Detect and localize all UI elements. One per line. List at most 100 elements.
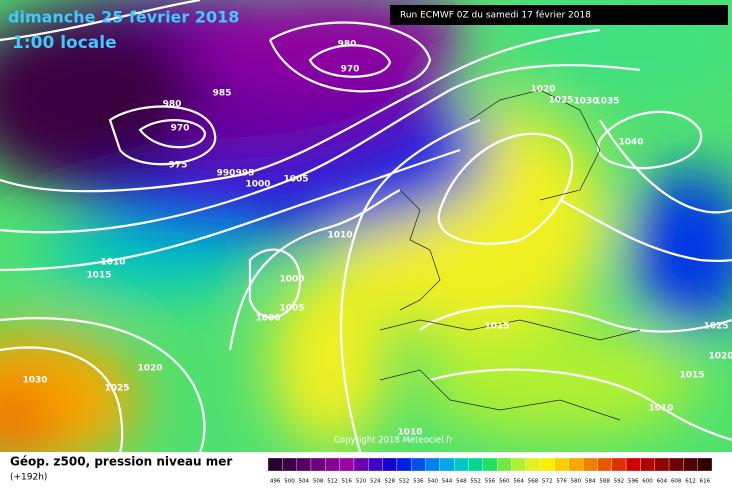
scale-swatch [582,457,598,472]
scale-label: 508 [313,479,324,485]
scale-label: 580 [571,479,582,485]
scale-swatch [625,457,641,472]
coastlines [379,89,641,421]
map-field [0,0,732,452]
scale-swatch [425,457,441,472]
scale-label: 572 [542,479,553,485]
isobar-label: 970 [341,65,360,75]
scale-swatch [296,457,312,472]
scale-swatch [525,457,541,472]
scale-swatch [497,457,512,472]
run-label: Run ECMWF 0Z du samedi 17 février 2018 [400,10,591,21]
isobar-label: 1005 [279,304,304,314]
isobar-label: 1015 [679,371,704,381]
scale-swatch [554,457,569,472]
scale-swatch [482,457,498,472]
scale-swatch [683,457,698,472]
scale-label: 612 [685,479,696,485]
scale-label: 512 [327,479,338,485]
isobar-label: 1025 [703,322,728,332]
time-label: 1:00 locale [12,33,117,53]
scale-swatch [282,457,297,472]
isobar-label: 1035 [594,97,619,107]
scale-swatch [339,457,355,472]
scale-label: 592 [614,479,625,485]
isobar-label: 1040 [618,138,643,148]
isobar-label: 970 [171,124,190,134]
isobar-label: 1010 [397,428,422,438]
scale-label: 564 [513,479,524,485]
scale-swatch [267,457,283,472]
scale-label: 616 [700,479,711,485]
isobar-label: 1005 [283,175,308,185]
scale-label: 584 [585,479,596,485]
isobar-label: 1010 [327,231,352,241]
scale-label: 540 [427,479,438,485]
scale-swatch [611,457,627,472]
scale-label: 576 [556,479,567,485]
scale-label: 536 [413,479,424,485]
scale-label: 528 [384,479,395,485]
scale-swatch [668,457,684,472]
scale-label: 588 [599,479,610,485]
scale-swatch [597,457,612,472]
scale-label: 596 [628,479,639,485]
scale-swatch [325,457,340,472]
scale-label: 568 [528,479,539,485]
scale-label: 532 [399,479,410,485]
isobar-label: 1030 [22,376,47,386]
scale-label: 560 [499,479,510,485]
isobar-label: 1010 [100,258,125,268]
isobar-label: 1020 [530,85,555,95]
scale-label: 544 [442,479,453,485]
scale-label: 520 [356,479,367,485]
scale-swatch [654,457,670,472]
copyright: Copyright 2018 Meteociel.fr [334,436,453,446]
isobar-label: 1015 [484,322,509,332]
run-box [390,5,728,25]
isobar-label: 1020 [708,352,732,362]
scale-swatch [382,457,398,472]
isobar-label: 975 [169,161,188,171]
scale-swatch [454,457,469,472]
scale-label: 556 [485,479,496,485]
scale-swatch [640,457,655,472]
scale-label: 604 [657,479,668,485]
footer-title: Géop. z500, pression niveau mer [10,455,232,469]
isobar-label: 1025 [548,96,573,106]
scale-swatch [568,457,584,472]
isobar-label: 1000 [255,314,280,324]
scale-label: 504 [299,479,310,485]
isobar-label: 1020 [137,364,162,374]
isobar-label: 990 [217,169,236,179]
isobar-label: 995 [236,169,255,179]
scale-swatch [310,457,326,472]
scale-swatch [439,457,455,472]
isobar-label: 1000 [279,275,304,285]
scale-label: 500 [284,479,295,485]
isobar-label: 1000 [245,180,270,190]
scale-label: 608 [671,479,682,485]
scale-label: 548 [456,479,467,485]
isobar-label: 1015 [86,271,111,281]
scale-swatch [697,457,713,472]
scale-label: 496 [270,479,281,485]
scale-label: 524 [370,479,381,485]
date-label: dimanche 25 février 2018 [8,8,239,27]
scale-swatch [396,457,412,472]
isobar-label: 980 [338,40,357,50]
isobar-label: 1030 [573,97,598,107]
isobar-label: 1010 [648,404,673,414]
scale-label: 552 [470,479,481,485]
isobar-label: 985 [213,89,232,99]
scale-swatch [353,457,369,472]
scale-swatch [468,457,483,472]
isobars [0,0,732,452]
scale-swatch [411,457,426,472]
isobar-label: 1025 [104,384,129,394]
scale-swatch [368,457,383,472]
scale-swatch [511,457,526,472]
scale-swatch [539,457,555,472]
